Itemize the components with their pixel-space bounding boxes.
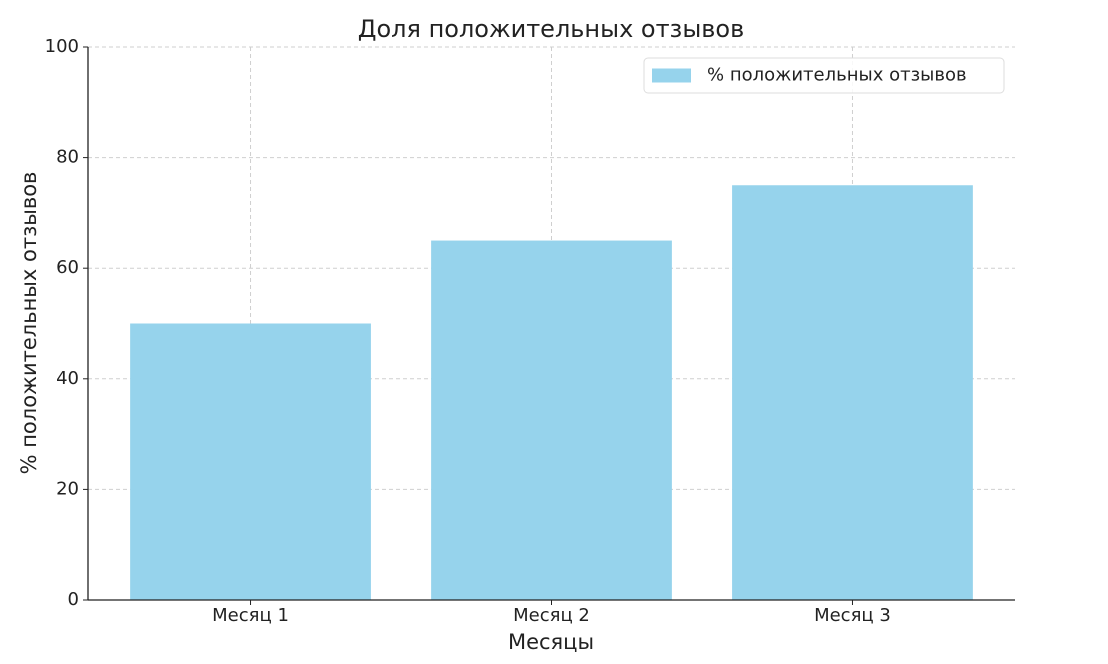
bar	[732, 185, 973, 600]
bar	[431, 240, 672, 601]
y-tick-label: 0	[68, 589, 79, 610]
legend-swatch	[652, 68, 691, 83]
y-tick-label: 20	[56, 478, 79, 499]
x-tick-label: Месяц 2	[513, 605, 590, 626]
bar	[130, 323, 371, 600]
x-tick-label: Месяц 1	[212, 605, 289, 626]
y-tick-label: 80	[56, 147, 79, 168]
chart-title: Доля положительных отзывов	[358, 15, 745, 43]
legend-label: % положительных отзывов	[707, 65, 967, 86]
y-tick-label: 40	[56, 368, 79, 389]
y-tick-label: 60	[56, 257, 79, 278]
legend-box	[643, 57, 1005, 94]
y-axis-label: % положительных отзывов	[17, 172, 41, 475]
x-axis-label: Месяцы	[508, 630, 594, 654]
y-tick-label: 100	[45, 36, 79, 57]
x-tick-label: Месяц 3	[814, 605, 891, 626]
